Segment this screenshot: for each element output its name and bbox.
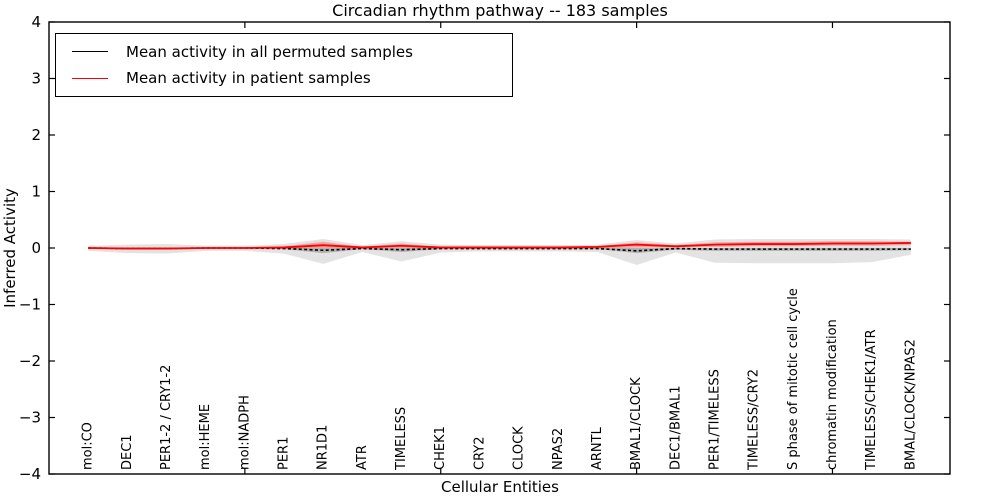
x-category-label: PER1 <box>277 437 292 470</box>
legend-label-permuted: Mean activity in all permuted samples <box>126 42 413 61</box>
x-category-label: PER1/TIMELESS <box>707 369 722 470</box>
y-tick-label: 3 <box>31 70 41 88</box>
legend-line-sample-red <box>72 77 108 79</box>
x-category-label: chromatin modification <box>825 319 840 470</box>
x-category-label: CRY2 <box>472 437 487 471</box>
x-category-label: TIMELESS/CRY2 <box>747 369 762 471</box>
x-category-label: ATR <box>355 445 370 470</box>
y-tick-label: 2 <box>31 126 41 144</box>
x-category-label: BMAL1/CLOCK <box>629 377 644 470</box>
y-tick-label: −4 <box>19 465 41 483</box>
y-tick-label: −1 <box>19 296 41 314</box>
legend-entry-patient: Mean activity in patient samples <box>72 69 512 87</box>
x-category-label: NPAS2 <box>551 428 566 470</box>
x-category-label: mol:HEME <box>198 404 213 470</box>
x-category-label: NR1D1 <box>316 425 331 470</box>
y-tick-label: −3 <box>19 409 41 427</box>
y-tick-label: 0 <box>31 239 41 257</box>
legend-entry-permuted: Mean activity in all permuted samples <box>72 43 512 61</box>
y-tick-label: −2 <box>19 352 41 370</box>
x-category-label: CLOCK <box>512 426 527 470</box>
y-tick-label: 4 <box>31 13 41 31</box>
series-line-patient-mean <box>88 242 911 250</box>
legend-line-sample-black <box>72 51 108 53</box>
legend-label-patient: Mean activity in patient samples <box>126 69 371 88</box>
x-axis-label: Cellular Entities <box>441 478 559 496</box>
x-category-label: BMAL/CLOCK/NPAS2 <box>903 339 918 470</box>
x-category-label: TIMELESS <box>394 407 409 471</box>
x-category-label: PER1-2 / CRY1-2 <box>159 365 174 470</box>
chart-title: Circadian rhythm pathway -- 183 samples <box>332 1 668 20</box>
x-category-label: S phase of mitotic cell cycle <box>786 288 801 470</box>
x-category-label: TIMELESS/CHEK1/ATR <box>864 329 879 471</box>
x-category-label: ARNTL <box>590 426 605 470</box>
x-category-label: CHEK1 <box>433 426 448 470</box>
x-category-label: mol:NADPH <box>237 395 252 470</box>
x-category-label: DEC1/BMAL1 <box>668 386 683 471</box>
x-category-label: mol:CO <box>81 422 96 470</box>
legend: Mean activity in all permuted samples Me… <box>55 33 513 97</box>
y-axis-label: Inferred Activity <box>1 188 19 308</box>
y-tick-label: 1 <box>31 183 41 201</box>
x-category-label: DEC1 <box>120 434 135 470</box>
